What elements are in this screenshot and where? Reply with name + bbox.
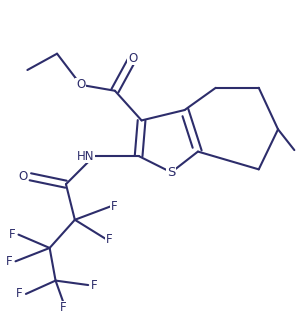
Text: F: F bbox=[60, 301, 66, 314]
Text: F: F bbox=[9, 228, 15, 241]
Text: F: F bbox=[111, 200, 117, 213]
Text: O: O bbox=[18, 170, 27, 183]
Text: F: F bbox=[6, 255, 13, 268]
Text: HN: HN bbox=[77, 150, 94, 162]
Text: F: F bbox=[106, 233, 113, 246]
Text: F: F bbox=[16, 287, 23, 300]
Text: S: S bbox=[167, 166, 176, 179]
Text: O: O bbox=[76, 78, 86, 91]
Text: O: O bbox=[128, 52, 137, 65]
Text: F: F bbox=[91, 278, 98, 292]
